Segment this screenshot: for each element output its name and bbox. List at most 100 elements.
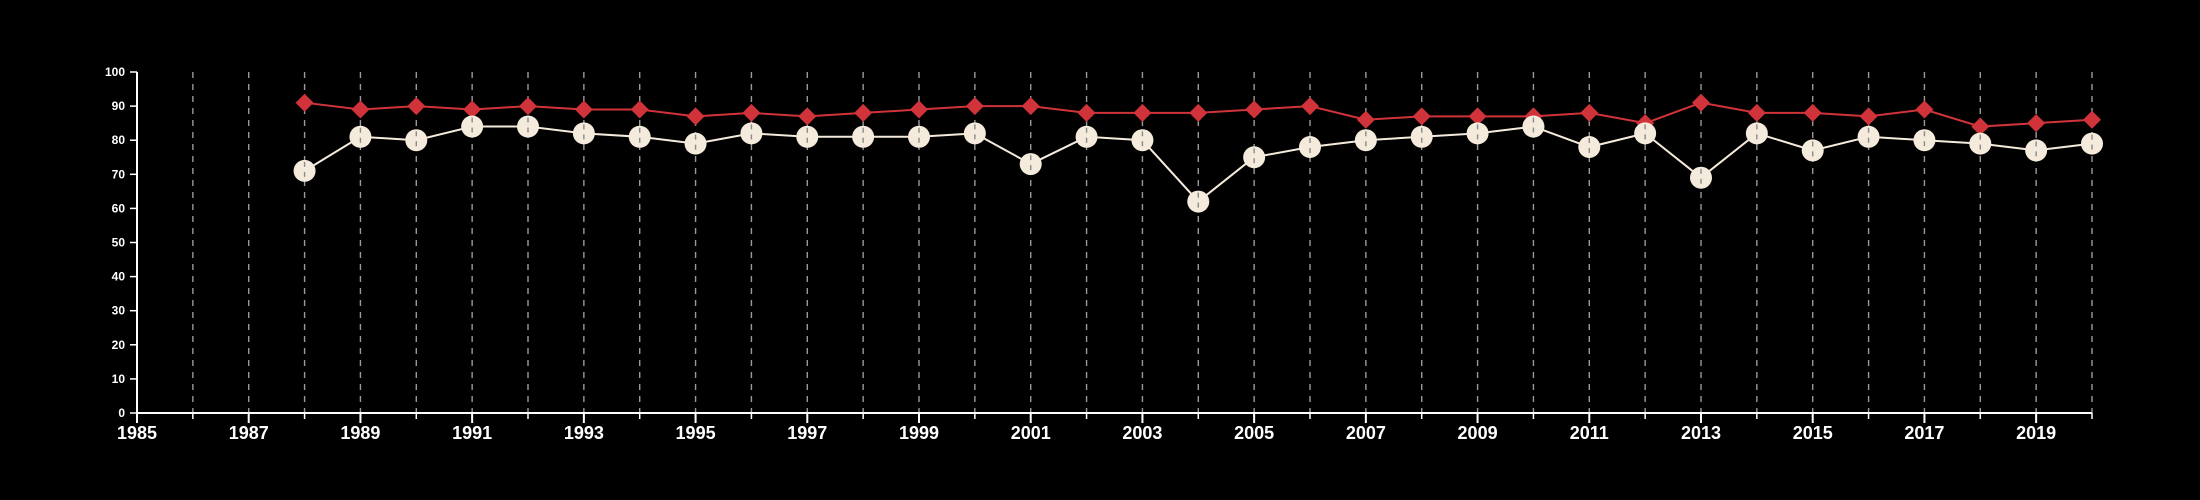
- data-point-circle: [1801, 139, 1824, 162]
- data-point-circle: [293, 159, 316, 182]
- y-tick-label: 90: [112, 99, 126, 113]
- data-point-diamond: [1747, 103, 1766, 122]
- series-diamond: [295, 93, 2101, 136]
- data-point-circle: [1857, 125, 1880, 148]
- x-tick-label: 1993: [564, 423, 604, 443]
- data-point-circle: [1410, 125, 1433, 148]
- x-tick-label: 2001: [1011, 423, 1051, 443]
- y-tick-label: 10: [112, 372, 126, 386]
- x-tick-label: 1985: [117, 423, 157, 443]
- data-point-diamond: [1021, 97, 1040, 116]
- data-point-circle: [740, 122, 763, 145]
- data-point-diamond: [1189, 103, 1208, 122]
- series-group: [293, 93, 2103, 213]
- data-point-diamond: [1692, 93, 1710, 112]
- y-tick-label: 60: [112, 201, 126, 215]
- data-point-circle: [349, 125, 372, 148]
- data-point-diamond: [351, 100, 370, 119]
- data-point-circle: [1466, 122, 1489, 145]
- data-point-circle: [461, 115, 484, 138]
- x-tick-label: 2003: [1122, 423, 1162, 443]
- data-point-circle: [1243, 146, 1266, 169]
- data-point-diamond: [686, 107, 705, 126]
- data-point-circle: [628, 125, 651, 148]
- data-point-circle: [405, 129, 428, 152]
- data-point-circle: [1131, 129, 1154, 152]
- data-point-circle: [684, 132, 707, 155]
- data-point-diamond: [2027, 114, 2046, 133]
- x-tick-label: 1999: [899, 423, 939, 443]
- x-tick-label: 1987: [229, 423, 269, 443]
- data-point-circle: [1019, 153, 1042, 176]
- data-point-diamond: [1971, 117, 1990, 136]
- data-point-circle: [1354, 129, 1377, 152]
- data-point-diamond: [910, 100, 928, 119]
- x-tick-label: 1989: [340, 423, 380, 443]
- data-point-circle: [1913, 129, 1936, 152]
- x-tick-label: 2011: [1570, 423, 1609, 443]
- data-point-diamond: [463, 100, 482, 119]
- data-point-diamond: [1133, 103, 1152, 122]
- x-tick-label: 2005: [1234, 423, 1274, 443]
- x-tick-label: 2019: [2016, 423, 2056, 443]
- data-point-diamond: [1468, 107, 1487, 126]
- x-tick-label: 1995: [676, 423, 716, 443]
- axes: 1985 1987 1989 1991 1993 1995 1997 1999 2001 2003…: [105, 65, 2093, 443]
- data-point-diamond: [407, 97, 426, 116]
- data-point-circle: [796, 125, 819, 148]
- data-point-diamond: [742, 103, 761, 122]
- data-point-circle: [1745, 122, 1768, 145]
- data-point-diamond: [630, 100, 649, 119]
- x-tick-label: 1991: [452, 423, 492, 443]
- data-point-circle: [908, 125, 930, 148]
- data-point-diamond: [1915, 100, 1934, 119]
- data-point-circle: [963, 122, 986, 145]
- series-circle: [293, 115, 2103, 213]
- data-point-diamond: [1245, 100, 1264, 119]
- data-point-diamond: [295, 93, 314, 112]
- x-tick-label: 2015: [1793, 423, 1833, 443]
- data-point-diamond: [798, 107, 817, 126]
- y-tick-label: 20: [112, 338, 126, 352]
- data-point-circle: [1187, 190, 1210, 213]
- data-point-diamond: [1859, 107, 1878, 126]
- data-point-circle: [1969, 132, 1992, 155]
- data-point-diamond: [1412, 107, 1431, 126]
- data-point-circle: [1634, 122, 1657, 145]
- data-point-diamond: [1803, 103, 1822, 122]
- x-tick-label: 1997: [787, 423, 827, 443]
- data-point-diamond: [574, 100, 593, 119]
- data-point-diamond: [965, 97, 984, 116]
- data-point-circle: [2081, 132, 2103, 155]
- data-point-diamond: [1580, 103, 1599, 122]
- data-point-diamond: [2083, 110, 2101, 129]
- y-tick-label: 70: [112, 167, 126, 181]
- data-point-diamond: [519, 97, 537, 116]
- data-point-diamond: [1077, 103, 1096, 122]
- data-point-circle: [2025, 139, 2048, 162]
- data-point-diamond: [1301, 97, 1319, 116]
- y-tick-label: 30: [112, 304, 126, 318]
- data-point-diamond: [854, 103, 873, 122]
- data-point-circle: [1690, 166, 1712, 189]
- vertical-grid: [192, 72, 2093, 413]
- y-tick-label: 50: [112, 236, 126, 250]
- x-tick-label: 2009: [1458, 423, 1498, 443]
- y-tick-label: 100: [105, 65, 125, 79]
- data-point-circle: [517, 115, 539, 138]
- data-point-circle: [1075, 125, 1098, 148]
- data-point-diamond: [1356, 110, 1375, 129]
- data-point-circle: [1522, 115, 1545, 138]
- y-tick-label: 80: [112, 133, 126, 147]
- data-point-circle: [572, 122, 595, 145]
- y-tick-label: 40: [112, 270, 126, 284]
- x-tick-label: 2017: [1904, 423, 1944, 443]
- x-tick-label: 2007: [1346, 423, 1386, 443]
- data-point-circle: [1299, 136, 1321, 159]
- y-tick-label: 0: [118, 406, 125, 420]
- x-tick-label: 2013: [1681, 423, 1721, 443]
- data-point-circle: [852, 125, 875, 148]
- data-point-circle: [1578, 136, 1601, 159]
